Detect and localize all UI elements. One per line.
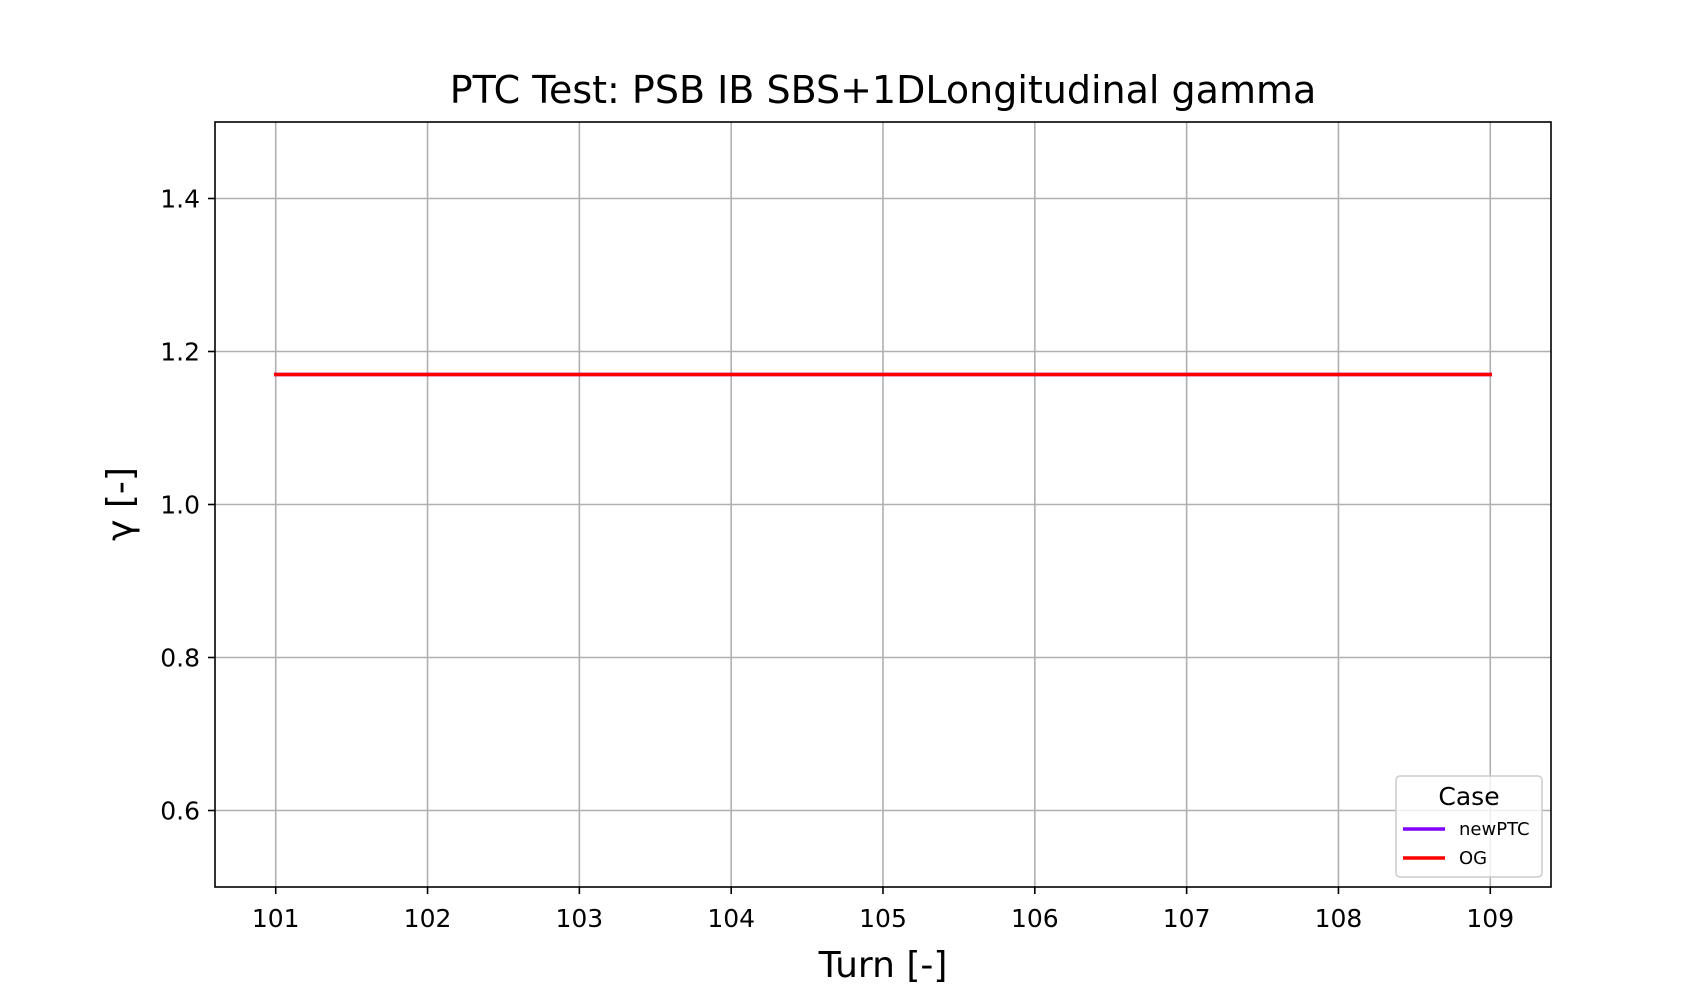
legend-box <box>1395 775 1543 878</box>
y-tick-label: 0.6 <box>160 797 200 826</box>
x-axis-label: Turn [-] <box>818 945 948 986</box>
x-tick-label: 108 <box>1315 904 1363 933</box>
y-tick-label: 0.8 <box>160 644 200 673</box>
grid <box>215 122 1551 887</box>
y-tick-label: 1.2 <box>160 338 200 367</box>
x-tick-label: 101 <box>252 904 300 933</box>
legend: Case newPTC OG <box>1395 775 1543 878</box>
x-tick-label: 107 <box>1163 904 1211 933</box>
x-tick-label: 104 <box>707 904 755 933</box>
y-tick-label: 1.4 <box>160 185 200 214</box>
chart-title: PTC Test: PSB IB SBS+1DLongitudinal gamm… <box>450 68 1317 112</box>
legend-label-og: OG <box>1459 848 1487 869</box>
x-axis-ticks: 101 102 103 104 105 106 107 108 109 <box>252 887 1514 933</box>
x-tick-label: 106 <box>1011 904 1059 933</box>
y-axis-label: γ [-] <box>100 467 141 541</box>
legend-label-newptc: newPTC <box>1459 819 1530 840</box>
x-tick-label: 103 <box>556 904 604 933</box>
y-axis-ticks: 0.6 0.8 1.0 1.2 1.4 <box>160 185 215 826</box>
x-tick-label: 102 <box>404 904 452 933</box>
x-tick-label: 109 <box>1466 904 1514 933</box>
x-tick-label: 105 <box>859 904 907 933</box>
y-tick-label: 1.0 <box>160 491 200 520</box>
legend-title: Case <box>1438 782 1499 811</box>
